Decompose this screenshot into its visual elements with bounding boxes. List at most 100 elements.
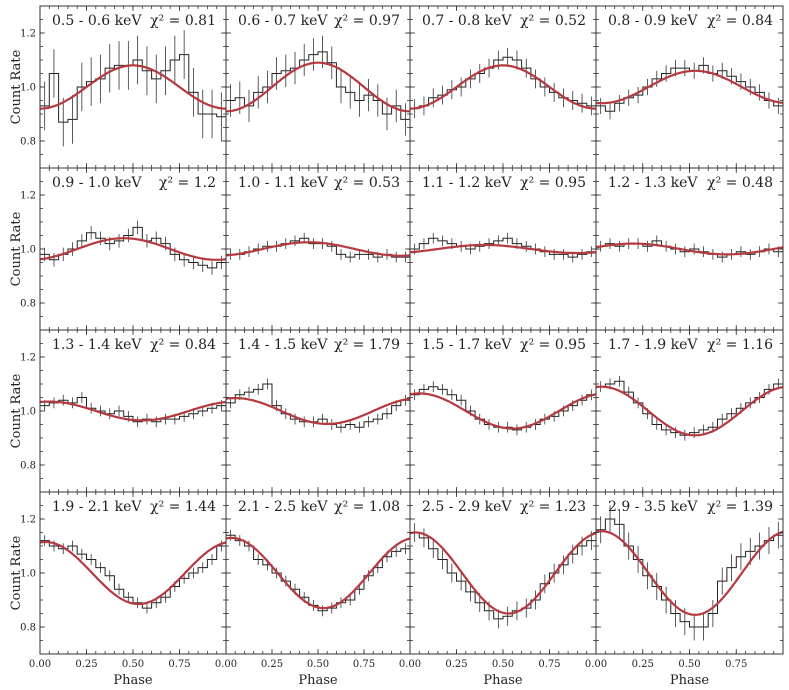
panel-energy-label: 0.7 - 0.8 keV bbox=[422, 13, 512, 29]
x-axis-label: Phase bbox=[483, 673, 523, 688]
y-axis-label: Count Rate bbox=[9, 535, 24, 610]
panel-energy-label: 1.1 - 1.2 keV bbox=[422, 175, 512, 191]
panel-chi-label: χ² = 0.84 bbox=[707, 13, 773, 29]
panel-11: 1.5 - 1.7 keV χ² = 0.95 bbox=[409, 329, 597, 493]
panel-content bbox=[410, 47, 596, 119]
panel-9: 1.3 - 1.4 keV χ² = 0.84 0.8 1.0 1.2 bbox=[20, 329, 227, 493]
model-curve bbox=[226, 61, 410, 113]
panel-chi-label: χ² = 0.81 bbox=[150, 13, 216, 29]
panel-energy-label: 0.6 - 0.7 keV bbox=[238, 13, 328, 29]
panel-chi-label: χ² = 1.39 bbox=[707, 499, 773, 515]
panel-content bbox=[410, 381, 596, 436]
x-tick-label: 0.00 bbox=[215, 659, 237, 670]
x-tick-label: 0.75 bbox=[725, 659, 747, 670]
panel-content bbox=[410, 232, 596, 263]
panel-2: 0.6 - 0.7 keV χ² = 0.97 bbox=[225, 5, 411, 169]
x-axis-label: Phase bbox=[670, 673, 710, 688]
data-histogram bbox=[40, 226, 226, 269]
x-tick-label: 0.25 bbox=[632, 659, 654, 670]
panel-chi-label: χ² = 1.08 bbox=[334, 499, 400, 515]
panel-energy-label: 2.5 - 2.9 keV bbox=[422, 499, 512, 515]
panel-3: 0.7 - 0.8 keV χ² = 0.52 bbox=[409, 5, 597, 169]
panel-8: 1.2 - 1.3 keV χ² = 0.48 bbox=[595, 167, 784, 331]
model-curve bbox=[40, 64, 226, 110]
panel-content bbox=[40, 220, 226, 275]
x-tick-label: 0.25 bbox=[445, 659, 467, 670]
model-curve bbox=[226, 536, 410, 610]
y-tick-label: 1.0 bbox=[20, 245, 36, 256]
data-histogram bbox=[596, 380, 783, 436]
model-curve bbox=[226, 396, 410, 426]
panel-energy-label: 0.9 - 1.0 keV bbox=[52, 175, 142, 191]
data-histogram bbox=[226, 383, 410, 428]
y-tick-label: 1.2 bbox=[20, 29, 36, 40]
model-curve bbox=[410, 243, 596, 255]
panel-frame bbox=[409, 491, 597, 655]
panel-content bbox=[596, 505, 783, 641]
panel-13: 1.9 - 2.1 keV χ² = 1.44 0.8 1.0 1.2 0.00 0.25 0… bbox=[20, 491, 227, 670]
panel-energy-label: 2.9 - 3.5 keV bbox=[608, 499, 698, 515]
data-histogram bbox=[410, 532, 596, 620]
panel-15: 2.5 - 2.9 keV χ² = 1.23 0.00 0.25 0.50 0.75 bbox=[399, 491, 597, 670]
panel-content bbox=[596, 235, 783, 263]
model-curve bbox=[410, 392, 596, 430]
data-histogram bbox=[596, 64, 783, 112]
y-tick-label: 1.2 bbox=[20, 353, 36, 364]
panel-energy-label: 1.3 - 1.4 keV bbox=[52, 337, 142, 353]
panel-content bbox=[226, 529, 410, 617]
panel-frame bbox=[595, 491, 784, 655]
model-curve bbox=[40, 237, 226, 261]
panel-14: 2.1 - 2.5 keV χ² = 1.08 0.00 0.25 0.50 0.75 bbox=[215, 491, 411, 670]
panel-chi-label: χ² = 0.95 bbox=[520, 337, 586, 353]
axis-labels: Count Rate Count Rate Count Rate Count Rate… bbox=[9, 49, 709, 688]
panel-content bbox=[226, 232, 410, 263]
y-axis-label: Count Rate bbox=[9, 49, 24, 124]
panel-chi-label: χ² = 1.79 bbox=[334, 337, 400, 353]
model-curve bbox=[40, 400, 226, 422]
data-histogram bbox=[596, 518, 783, 628]
x-tick-label: 0.75 bbox=[168, 659, 190, 670]
panel-7: 1.1 - 1.2 keV χ² = 0.95 bbox=[409, 167, 597, 331]
panel-chi-label: χ² = 0.52 bbox=[520, 13, 586, 29]
panel-content bbox=[596, 375, 783, 441]
x-tick-label: 0.00 bbox=[399, 659, 421, 670]
y-tick-label: 1.0 bbox=[20, 569, 36, 580]
panel-frame bbox=[39, 5, 227, 169]
model-curve bbox=[596, 385, 783, 437]
panel-frame bbox=[225, 329, 411, 493]
panel-6: 1.0 - 1.1 keV χ² = 0.53 bbox=[225, 167, 411, 331]
panel-12: 1.7 - 1.9 keV χ² = 1.16 bbox=[595, 329, 784, 493]
panel-energy-label: 2.1 - 2.5 keV bbox=[238, 499, 328, 515]
data-histogram bbox=[410, 386, 596, 431]
panel-content bbox=[40, 30, 226, 147]
y-tick-label: 0.8 bbox=[20, 461, 36, 472]
panel-energy-label: 0.5 - 0.6 keV bbox=[52, 13, 142, 29]
data-histogram bbox=[40, 54, 226, 123]
panel-energy-label: 1.4 - 1.5 keV bbox=[238, 337, 328, 353]
x-tick-label: 0.75 bbox=[353, 659, 375, 670]
panel-chi-label: χ² = 0.97 bbox=[334, 13, 400, 29]
x-tick-label: 0.00 bbox=[29, 659, 51, 670]
panel-chi-label: χ² = 0.48 bbox=[707, 175, 773, 191]
panel-frame bbox=[225, 5, 411, 169]
panel-content bbox=[410, 523, 596, 629]
x-axis-label: Phase bbox=[113, 673, 153, 688]
y-tick-label: 1.2 bbox=[20, 191, 36, 202]
panel-4: 0.8 - 0.9 keV χ² = 0.84 bbox=[595, 5, 784, 169]
panel-chi-label: χ² = 1.44 bbox=[150, 499, 216, 515]
x-tick-label: 0.25 bbox=[75, 659, 97, 670]
panel-chi-label: χ² = 0.95 bbox=[520, 175, 586, 191]
panel-chi-label: χ² = 0.84 bbox=[150, 337, 216, 353]
model-curve bbox=[40, 540, 226, 606]
panel-content bbox=[596, 57, 783, 120]
y-tick-label: 0.8 bbox=[20, 137, 36, 148]
x-tick-label: 0.50 bbox=[122, 659, 144, 670]
panel-energy-label: 1.5 - 1.7 keV bbox=[422, 337, 512, 353]
model-curve bbox=[410, 64, 596, 110]
x-axis-label: Phase bbox=[298, 673, 338, 688]
x-tick-label: 0.25 bbox=[261, 659, 283, 670]
panel-content bbox=[40, 392, 226, 428]
x-tick-label: 0.00 bbox=[585, 659, 607, 670]
panel-energy-label: 1.0 - 1.1 keV bbox=[238, 175, 328, 191]
